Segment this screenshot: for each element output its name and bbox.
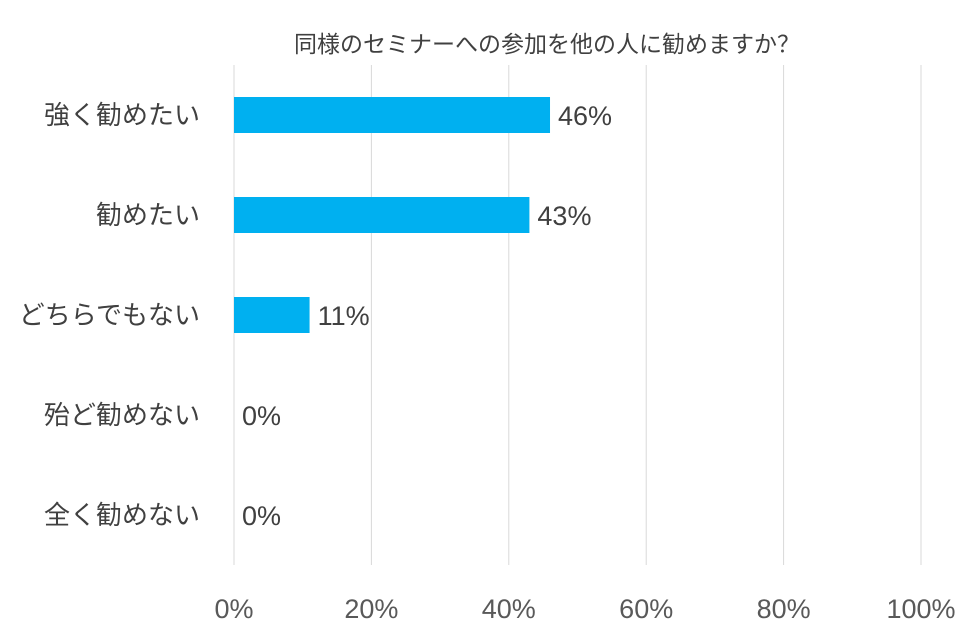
data-label: 0%	[242, 501, 281, 531]
category-label: 殆ど勧めない	[44, 401, 200, 431]
x-tick-label: 20%	[344, 594, 398, 624]
gridlines	[233, 65, 922, 565]
bar	[234, 97, 551, 133]
bars	[234, 97, 551, 333]
category-label: 全く勧めない	[44, 501, 200, 531]
x-tick-label: 80%	[757, 594, 811, 624]
x-tick-label: 0%	[214, 594, 253, 624]
data-labels: 46% 43% 11% 0% 0%	[242, 101, 612, 531]
bar	[234, 297, 310, 333]
x-tick-label: 100%	[886, 594, 955, 624]
x-axis-tick-labels: 0% 20% 40% 60% 80% 100%	[214, 594, 955, 624]
category-label: 勧めたい	[96, 201, 200, 231]
x-tick-label: 60%	[619, 594, 673, 624]
data-label: 46%	[558, 101, 612, 131]
category-label: 強く勧めたい	[44, 101, 200, 131]
data-label: 0%	[242, 401, 281, 431]
chart-title: 同様のセミナーへの参加を他の人に勧めますか？	[294, 32, 800, 58]
data-label: 11%	[318, 301, 370, 331]
x-tick-label: 40%	[482, 594, 536, 624]
category-label: どちらでもない	[19, 301, 200, 331]
bar	[234, 197, 530, 233]
data-label: 43%	[537, 201, 591, 231]
